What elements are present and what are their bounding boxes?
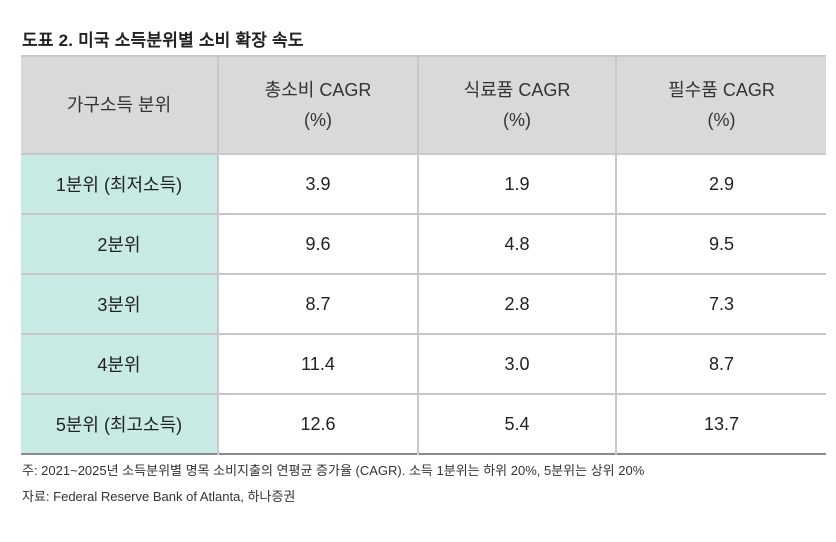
column-header: 총소비 CAGR (%)	[217, 55, 419, 154]
column-header: 식료품 CAGR (%)	[417, 55, 617, 154]
header-row: 가구소득 분위 총소비 CAGR (%) 식료품 CAGR (%) 필수품 CAGR (%)	[21, 55, 826, 154]
footnote: 주: 2021~2025년 소득분위별 명목 소비지출의 연평균 증가율 (CA…	[22, 463, 645, 478]
row-label: 2분위	[21, 213, 219, 274]
cell: 11.4	[217, 333, 419, 394]
title: 도표 2. 미국 소득분위별 소비 확장 속도	[22, 31, 304, 50]
cell: 9.6	[217, 213, 419, 274]
row-label: 4분위	[21, 333, 219, 394]
table-row: 2분위 9.6 4.8 9.5	[21, 213, 826, 274]
row-label: 1분위 (최저소득)	[21, 153, 219, 214]
column-header: 필수품 CAGR (%)	[615, 55, 826, 154]
cell: 12.6	[217, 393, 419, 454]
cell: 2.9	[615, 153, 826, 214]
header-line: (%)	[304, 110, 332, 130]
table-row: 4분위 11.4 3.0 8.7	[21, 333, 826, 394]
cell: 8.7	[615, 333, 826, 394]
table: 가구소득 분위 총소비 CAGR (%) 식료품 CAGR (%) 필수품 CAGR (%)…	[21, 55, 826, 455]
cell: 3.9	[217, 153, 419, 214]
cell: 3.0	[417, 333, 617, 394]
table-row: 3분위 8.7 2.8 7.3	[21, 273, 826, 334]
column-header: 가구소득 분위	[21, 55, 219, 154]
cell: 13.7	[615, 393, 826, 454]
cell: 4.8	[417, 213, 617, 274]
header-line: 식료품 CAGR	[463, 80, 571, 100]
header-line: 가구소득 분위	[66, 95, 172, 115]
table-row: 5분위 (최고소득) 12.6 5.4 13.7	[21, 393, 826, 454]
row-label: 3분위	[21, 273, 219, 334]
cell: 2.8	[417, 273, 617, 334]
table-body: 1분위 (최저소득) 3.9 1.9 2.9 2분위 9.6 4.8 9.5 3분위 8.7 2.8…	[21, 153, 826, 454]
row-label: 5분위 (최고소득)	[21, 393, 219, 454]
header-line: 필수품 CAGR	[668, 80, 775, 100]
cell: 1.9	[417, 153, 617, 214]
cell: 9.5	[615, 213, 826, 274]
header-line: 총소비 CAGR	[264, 80, 372, 100]
source: 자료: Federal Reserve Bank of Atlanta, 하나증…	[22, 489, 296, 504]
header-line: (%)	[707, 110, 736, 130]
cell: 5.4	[417, 393, 617, 454]
cell: 7.3	[615, 273, 826, 334]
table-row: 1분위 (최저소득) 3.9 1.9 2.9	[21, 153, 826, 214]
header-line: (%)	[503, 110, 531, 130]
cell: 8.7	[217, 273, 419, 334]
